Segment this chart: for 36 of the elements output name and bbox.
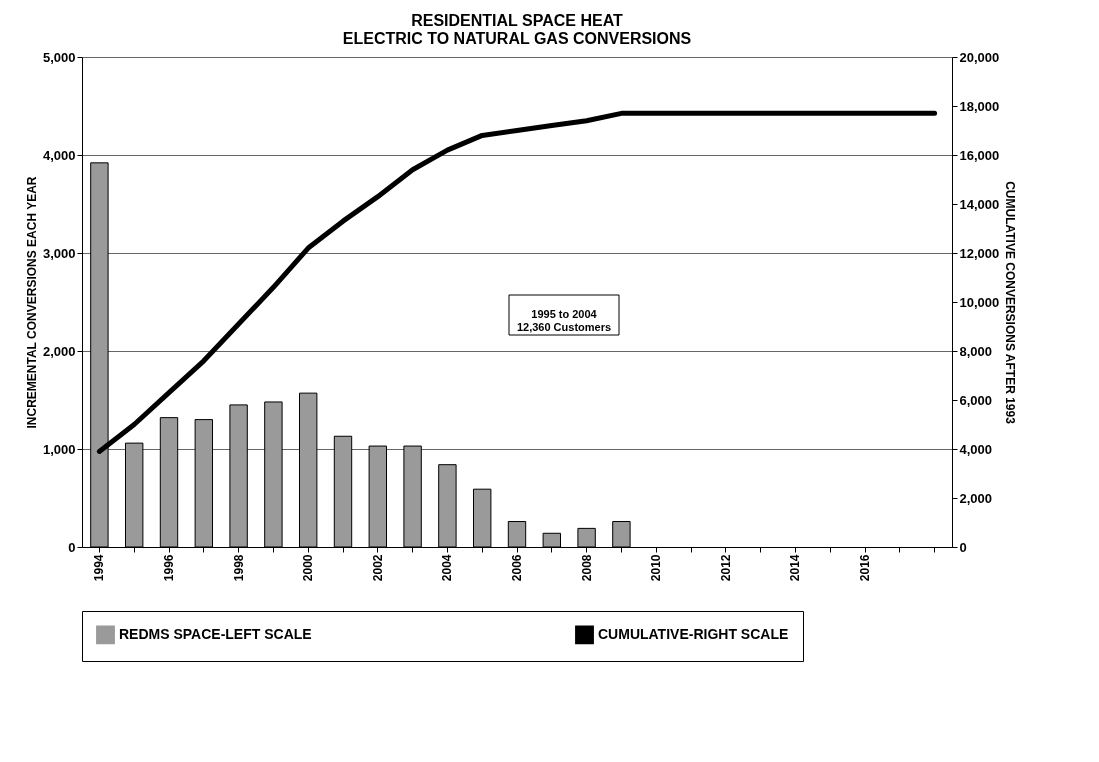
x-tick-label: 1996 (162, 554, 176, 582)
y2-tick-label: 16,000 (959, 147, 1000, 163)
y-tick-label: 2,000 (42, 343, 76, 359)
x-tick-label: 2012 (718, 554, 733, 582)
y2-tick-label: 6,000 (959, 392, 993, 408)
y2-tick-label: 12,000 (959, 245, 1000, 261)
y-tick-label: 4,000 (42, 147, 76, 163)
y-tick-label: 5,000 (42, 49, 76, 65)
y2-tick-label: 10,000 (959, 294, 1000, 310)
y2-tick-label: 4,000 (959, 441, 993, 457)
x-tick-label: 2010 (649, 554, 664, 582)
x-tick-label: 2014 (788, 554, 803, 582)
legend-label: CUMULATIVE-RIGHT SCALE (598, 625, 789, 642)
y-tick-label: 1,000 (42, 441, 76, 457)
y2-tick-label: 2,000 (959, 490, 993, 506)
y2-tick-label: 20,000 (959, 49, 1000, 65)
x-tick-label: 2016 (858, 554, 872, 582)
y-tick-label: 0 (68, 539, 76, 555)
y2-tick-label: 18,000 (959, 98, 1000, 114)
y-axis-title: INCREMENTAL CONVERSIONS EACH YEAR (24, 176, 39, 429)
x-tick-label: 2004 (440, 554, 455, 582)
x-tick-label: 2000 (301, 554, 316, 582)
y2-axis-title: CUMULATIVE CONVERSIONS AFTER 1993 (1003, 181, 1018, 425)
annotation: 1995 to 2004 12,360 Customers (516, 308, 612, 333)
x-tick-label: 1994 (92, 554, 107, 582)
legend-label: REDMS SPACE-LEFT SCALE (119, 625, 312, 642)
x-tick-label: 2006 (510, 554, 524, 582)
y2-tick-label: 8,000 (959, 343, 993, 359)
text: ELECTRIC TO NATURAL GAS CONVERSIONS (342, 30, 692, 47)
x-tick-label: 2002 (370, 554, 385, 582)
y2-tick-label: 0 (959, 539, 967, 555)
y-tick-label: 3,000 (42, 245, 76, 261)
x-tick-label: 2008 (579, 554, 594, 582)
text: RESIDENTIAL SPACE HEAT (411, 12, 623, 29)
x-tick-label: 1998 (231, 554, 246, 582)
y2-tick-label: 14,000 (959, 196, 1000, 212)
